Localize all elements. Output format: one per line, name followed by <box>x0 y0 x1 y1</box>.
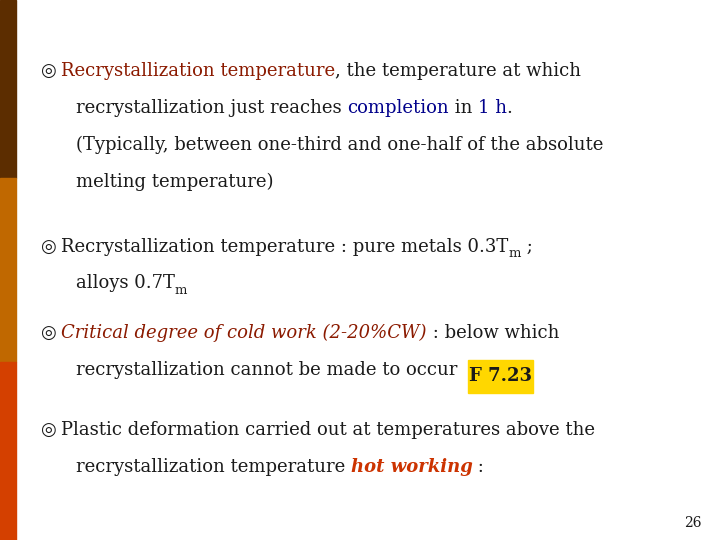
Text: recrystallization cannot be made to occur: recrystallization cannot be made to occu… <box>76 361 457 379</box>
Bar <box>0 362 16 540</box>
Bar <box>0 0 16 178</box>
Text: m: m <box>174 284 187 296</box>
Bar <box>0 178 16 362</box>
Text: recrystallization just reaches: recrystallization just reaches <box>76 99 347 117</box>
Text: ◎: ◎ <box>40 238 55 255</box>
Text: , the temperature at which: , the temperature at which <box>336 62 581 80</box>
Text: m: m <box>508 247 521 260</box>
Text: F 7.23: F 7.23 <box>469 367 532 386</box>
Text: alloys 0.7T: alloys 0.7T <box>76 274 174 292</box>
Text: ◎: ◎ <box>40 421 55 439</box>
Text: Recrystallization temperature : pure metals 0.3T: Recrystallization temperature : pure met… <box>61 238 508 255</box>
Text: .: . <box>507 99 513 117</box>
Text: Plastic deformation carried out at temperatures above the: Plastic deformation carried out at tempe… <box>61 421 595 439</box>
Text: ◎: ◎ <box>40 62 55 80</box>
Text: (Typically, between one-third and one-half of the absolute: (Typically, between one-third and one-ha… <box>76 136 603 154</box>
Text: Recrystallization temperature: Recrystallization temperature <box>61 62 336 80</box>
Text: recrystallization temperature: recrystallization temperature <box>76 458 351 476</box>
Text: Critical degree of cold work (2-20%CW): Critical degree of cold work (2-20%CW) <box>61 324 427 342</box>
Text: ◎: ◎ <box>40 324 55 342</box>
Text: melting temperature): melting temperature) <box>76 172 273 191</box>
Text: : below which: : below which <box>427 324 559 342</box>
Text: 26: 26 <box>685 516 702 530</box>
Text: completion: completion <box>347 99 449 117</box>
Text: ;: ; <box>521 238 533 255</box>
Text: 1 h: 1 h <box>478 99 507 117</box>
Text: in: in <box>449 99 478 117</box>
Text: :: : <box>472 458 485 476</box>
Text: hot working: hot working <box>351 458 472 476</box>
FancyBboxPatch shape <box>469 360 533 393</box>
